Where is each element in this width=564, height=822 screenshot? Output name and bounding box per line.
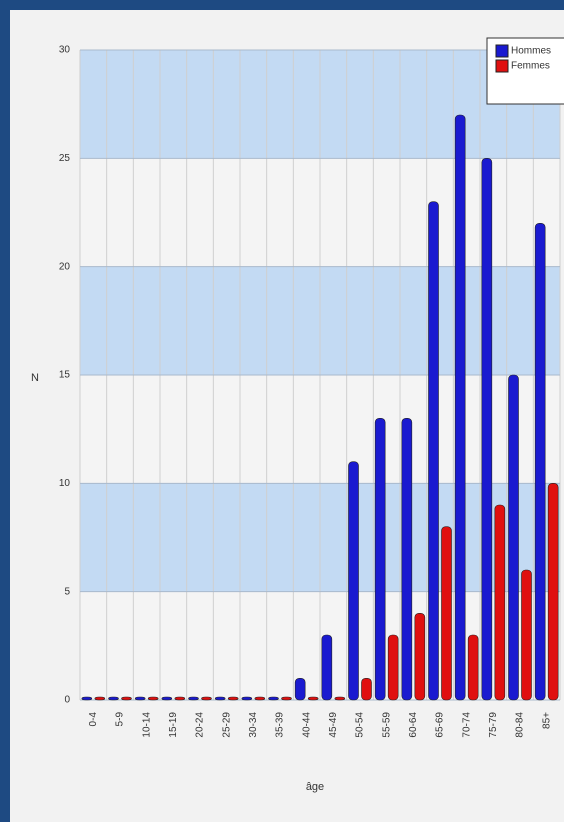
bar [294, 678, 306, 701]
legend-label: Femmes [511, 61, 550, 72]
bar [188, 696, 199, 701]
y-tick-label: 15 [59, 370, 71, 381]
bar [414, 613, 426, 701]
x-tick-label: 40-44 [301, 712, 312, 738]
x-axis-label: âge [306, 781, 324, 793]
legend-swatch [495, 59, 509, 73]
bar [387, 634, 399, 701]
x-tick-label: 75-79 [488, 712, 499, 738]
bar [201, 696, 212, 701]
y-tick-label: 30 [59, 45, 71, 56]
y-tick-label: 5 [64, 586, 70, 597]
bar [147, 696, 159, 701]
x-tick-label: 80-84 [515, 712, 526, 738]
bar [334, 696, 346, 701]
bar [374, 418, 386, 701]
x-tick-label: 25-29 [221, 712, 232, 738]
bar [534, 223, 546, 701]
bar [81, 696, 93, 701]
x-tick-label: 30-34 [248, 712, 259, 738]
bar [348, 461, 359, 701]
y-tick-label: 20 [59, 261, 71, 272]
bar [227, 696, 239, 701]
x-tick-label: 60-64 [408, 712, 419, 738]
bar [108, 696, 119, 701]
bar [454, 114, 466, 701]
x-tick-label: 15-19 [168, 712, 179, 738]
x-tick-label: 45-49 [328, 712, 339, 738]
bar [281, 696, 292, 701]
x-tick-label: 85+ [541, 712, 552, 729]
bar [547, 483, 559, 701]
bar [307, 696, 319, 701]
x-tick-label: 50-54 [355, 712, 366, 738]
bar [481, 158, 493, 701]
x-tick-label: 5-9 [115, 712, 126, 727]
bar [254, 696, 266, 701]
bar [268, 696, 279, 701]
bar [241, 696, 253, 701]
bar [214, 696, 226, 701]
bar [361, 678, 372, 701]
bar [441, 526, 452, 701]
x-tick-label: 70-74 [461, 712, 472, 738]
y-tick-label: 0 [64, 695, 70, 706]
y-tick-label: 25 [59, 153, 71, 164]
bar [401, 418, 413, 701]
x-tick-label: 0-4 [88, 712, 99, 727]
bar [161, 696, 173, 701]
bar [428, 201, 439, 701]
bar [494, 504, 506, 701]
x-tick-label: 65-69 [435, 712, 446, 738]
bar [121, 696, 132, 701]
x-tick-label: 10-14 [141, 712, 152, 738]
bar [134, 696, 146, 701]
bar [321, 634, 333, 701]
y-tick-label: 10 [59, 478, 71, 489]
legend-swatch [495, 44, 509, 58]
bar [508, 374, 519, 701]
bar [94, 696, 106, 701]
x-tick-label: 20-24 [195, 712, 206, 738]
bar [521, 569, 532, 701]
x-tick-label: 35-39 [275, 712, 286, 738]
bar [174, 696, 186, 701]
legend-label: Hommes [511, 46, 551, 57]
y-axis-label: N [31, 372, 39, 384]
bar [467, 634, 479, 701]
x-tick-label: 55-59 [381, 712, 392, 738]
